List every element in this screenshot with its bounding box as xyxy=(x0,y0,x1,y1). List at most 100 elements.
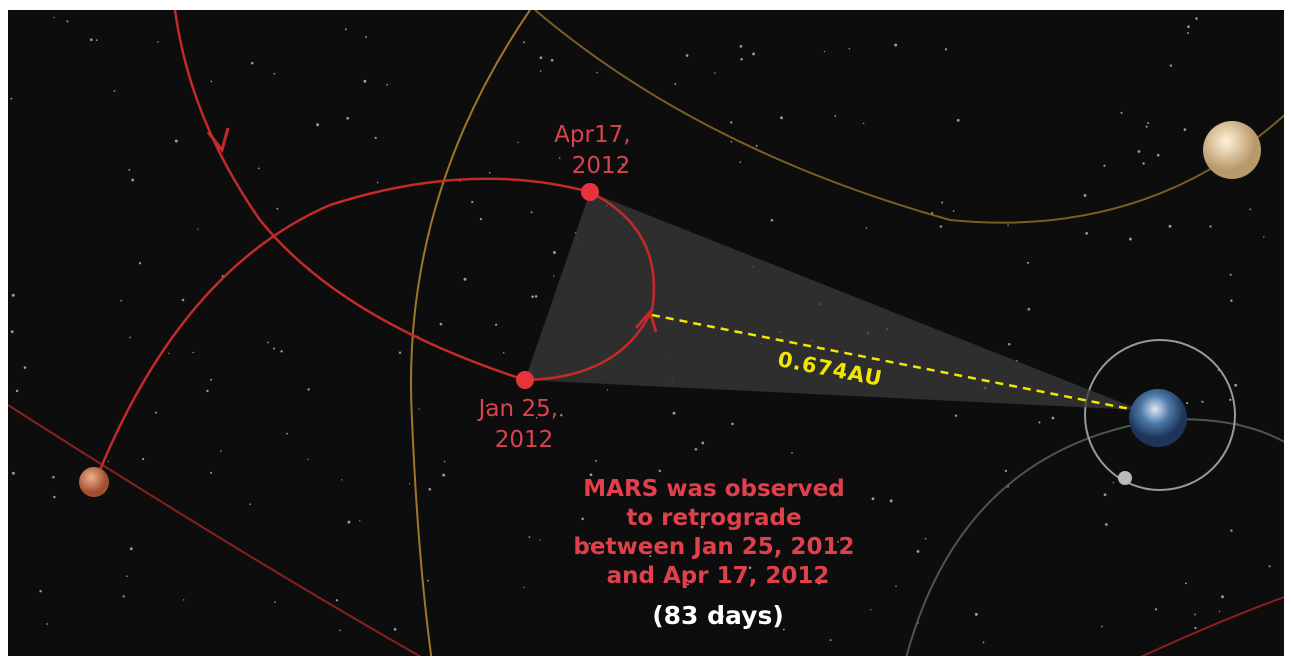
star xyxy=(849,48,850,49)
star xyxy=(131,179,134,182)
star xyxy=(596,72,597,73)
star xyxy=(336,599,338,601)
star xyxy=(551,59,554,62)
star xyxy=(182,299,185,302)
star xyxy=(1038,421,1040,423)
star xyxy=(96,39,98,41)
label-line: Apr17, xyxy=(554,122,630,148)
star xyxy=(183,599,184,600)
star xyxy=(274,73,276,75)
star xyxy=(780,116,783,119)
star xyxy=(957,119,960,122)
star xyxy=(53,496,55,498)
star xyxy=(531,211,533,213)
star xyxy=(1209,225,1211,227)
star xyxy=(341,479,342,480)
star xyxy=(251,62,254,65)
star xyxy=(1085,232,1088,235)
mars xyxy=(79,467,109,497)
star xyxy=(142,458,144,460)
star xyxy=(123,595,125,597)
star xyxy=(120,300,122,302)
star xyxy=(274,601,276,603)
star xyxy=(1008,343,1011,346)
star xyxy=(12,294,15,297)
star xyxy=(674,83,676,85)
star xyxy=(955,415,957,417)
star xyxy=(894,44,897,47)
caption-line: and Apr 17, 2012 xyxy=(607,563,830,589)
star xyxy=(206,390,208,392)
star xyxy=(863,123,864,124)
star xyxy=(409,483,410,484)
star xyxy=(531,295,534,298)
star xyxy=(673,412,676,415)
star xyxy=(983,642,985,644)
star xyxy=(11,330,14,333)
star xyxy=(267,342,269,344)
star xyxy=(659,470,661,472)
star xyxy=(365,36,367,38)
star xyxy=(895,585,897,587)
star xyxy=(129,337,131,339)
star xyxy=(771,219,774,222)
star xyxy=(1142,162,1144,164)
star xyxy=(1221,595,1224,598)
star xyxy=(1269,565,1271,567)
label-line: Jan 25, xyxy=(477,396,558,422)
star xyxy=(1052,417,1055,420)
star xyxy=(528,536,530,538)
star xyxy=(126,575,128,577)
star xyxy=(16,390,19,393)
star xyxy=(249,503,251,505)
star xyxy=(975,613,978,616)
star xyxy=(1103,165,1105,167)
star xyxy=(824,51,825,52)
star xyxy=(1138,150,1141,153)
star xyxy=(210,472,212,474)
star xyxy=(1146,126,1148,128)
star xyxy=(114,90,116,92)
star xyxy=(830,639,832,641)
star xyxy=(834,115,836,117)
star xyxy=(1186,402,1188,404)
scene: Apr17, 2012 Jan 25, 2012 0.674AU MARS wa… xyxy=(0,0,1291,662)
star xyxy=(359,520,360,521)
star xyxy=(386,84,388,86)
star xyxy=(1185,582,1187,584)
star xyxy=(1184,128,1187,131)
star xyxy=(258,168,260,170)
caption-line: to retrograde xyxy=(626,505,801,531)
star xyxy=(1129,238,1132,241)
star xyxy=(157,41,159,43)
star xyxy=(752,52,755,55)
star xyxy=(1194,627,1196,629)
star xyxy=(442,474,445,477)
star xyxy=(286,433,288,435)
duration: (83 days) xyxy=(652,601,784,630)
star xyxy=(890,499,893,502)
star xyxy=(941,202,943,204)
star xyxy=(523,587,524,588)
star xyxy=(1249,209,1251,211)
star xyxy=(1229,399,1231,401)
star xyxy=(1230,274,1232,276)
star xyxy=(686,54,689,57)
star xyxy=(1187,25,1190,28)
star xyxy=(756,145,758,147)
star xyxy=(1120,112,1122,114)
star xyxy=(730,121,732,123)
star xyxy=(280,350,282,352)
star xyxy=(1007,224,1009,226)
star xyxy=(155,412,157,414)
star xyxy=(1027,262,1029,264)
star xyxy=(197,228,198,229)
star xyxy=(1170,64,1172,66)
star xyxy=(1230,299,1232,301)
star xyxy=(210,379,212,381)
star xyxy=(1169,225,1172,228)
star xyxy=(1187,32,1189,34)
star xyxy=(870,609,871,610)
star xyxy=(539,539,540,540)
star xyxy=(419,408,420,409)
